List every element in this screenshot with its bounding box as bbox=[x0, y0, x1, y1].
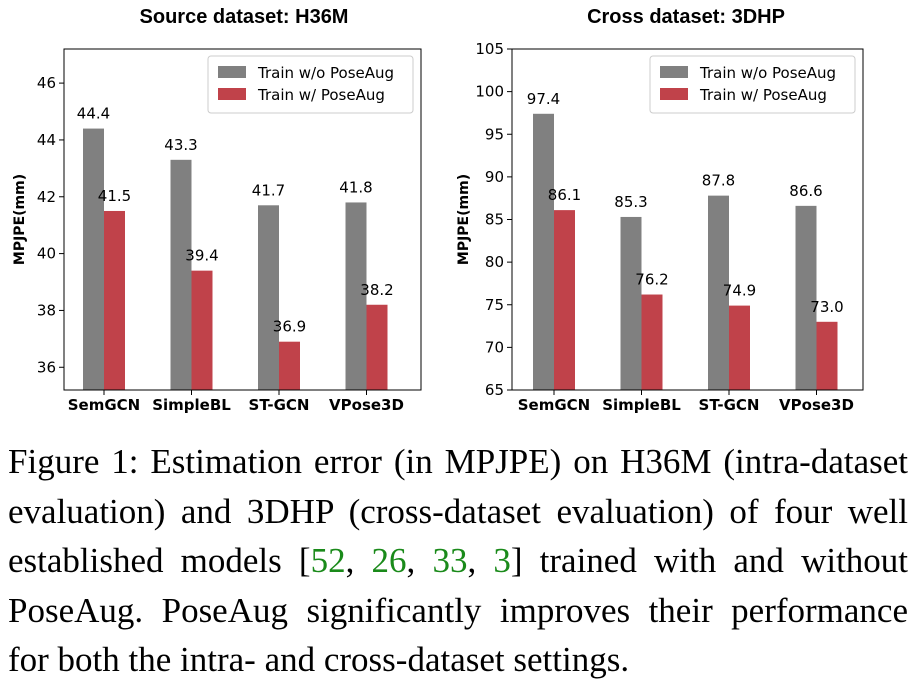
data-label: 97.4 bbox=[527, 90, 560, 108]
y-tick-label: 38 bbox=[37, 301, 56, 319]
chart-panel: Cross dataset: 3DHP 97.4 85.3 87.8 86.6 86.1 7… bbox=[456, 6, 864, 414]
x-tick-label: ST-GCN bbox=[699, 396, 760, 414]
bar bbox=[170, 159, 192, 390]
data-label: 38.2 bbox=[360, 281, 393, 299]
bar bbox=[258, 205, 279, 390]
data-label: 76.2 bbox=[635, 271, 668, 289]
bar bbox=[366, 304, 388, 390]
chart-panel: Source dataset: H36M 44.4 43.3 41.7 41.8 41.5… bbox=[12, 6, 422, 414]
y-axis-label: MPJPE(mm) bbox=[12, 174, 28, 265]
legend-swatch bbox=[218, 66, 246, 78]
y-tick-label: 85 bbox=[485, 211, 504, 229]
charts-figure: Source dataset: H36M 44.4 43.3 41.7 41.8 41.5… bbox=[12, 6, 864, 414]
data-label: 86.1 bbox=[548, 186, 581, 204]
x-tick-label: SimpleBL bbox=[152, 396, 231, 414]
citation-ref: 33 bbox=[432, 541, 468, 580]
legend-label: Train w/ PoseAug bbox=[699, 86, 827, 104]
x-tick-label: VPose3D bbox=[329, 396, 404, 414]
caption-suffix: ] trained with and without PoseAug. Pose… bbox=[8, 541, 909, 679]
chart-title: Source dataset: H36M bbox=[140, 6, 349, 28]
y-tick-label: 42 bbox=[37, 188, 56, 206]
y-tick-label: 70 bbox=[485, 338, 504, 356]
data-label: 73.0 bbox=[810, 298, 843, 316]
chart-title: Cross dataset: 3DHP bbox=[587, 6, 785, 28]
y-tick-label: 65 bbox=[485, 381, 504, 399]
x-tick-label: SemGCN bbox=[68, 396, 140, 414]
data-label: 44.4 bbox=[77, 105, 110, 123]
legend-swatch bbox=[660, 66, 688, 78]
bar bbox=[104, 210, 125, 390]
y-tick-label: 95 bbox=[485, 125, 504, 143]
x-tick-label: VPose3D bbox=[779, 396, 854, 414]
bar bbox=[708, 195, 729, 390]
data-label: 36.9 bbox=[273, 318, 306, 336]
y-axis-label: MPJPE(mm) bbox=[456, 174, 472, 265]
data-label: 41.8 bbox=[339, 178, 372, 196]
bar bbox=[191, 270, 213, 390]
legend-swatch bbox=[218, 88, 246, 100]
data-label: 41.7 bbox=[252, 181, 285, 199]
data-label: 39.4 bbox=[185, 247, 218, 265]
citation-ref: 3 bbox=[493, 541, 511, 580]
legend-label: Train w/o PoseAug bbox=[699, 64, 836, 82]
bar bbox=[620, 216, 642, 390]
legend-label: Train w/o PoseAug bbox=[257, 64, 394, 82]
y-tick-label: 100 bbox=[475, 83, 504, 101]
legend-label: Train w/ PoseAug bbox=[257, 86, 385, 104]
data-label: 43.3 bbox=[164, 136, 197, 154]
legend-box bbox=[207, 55, 414, 114]
bar bbox=[816, 321, 838, 390]
data-label: 86.6 bbox=[789, 182, 822, 200]
y-tick-label: 105 bbox=[475, 40, 504, 58]
bar bbox=[345, 202, 367, 390]
bar bbox=[729, 305, 750, 390]
bar bbox=[279, 341, 300, 390]
citation-ref: 26 bbox=[371, 541, 407, 580]
data-label: 87.8 bbox=[702, 172, 735, 190]
x-tick-label: ST-GCN bbox=[249, 396, 310, 414]
y-tick-label: 80 bbox=[485, 253, 504, 271]
citation-ref: 52 bbox=[310, 541, 346, 580]
caption-prefix: Figure 1: Estimation error (in MPJPE) on… bbox=[8, 442, 908, 580]
bar bbox=[83, 128, 104, 391]
y-tick-label: 75 bbox=[485, 296, 504, 314]
y-tick-label: 40 bbox=[37, 245, 56, 263]
legend-swatch bbox=[660, 88, 688, 100]
bar bbox=[795, 205, 817, 390]
data-label: 74.9 bbox=[723, 282, 756, 300]
bar bbox=[554, 210, 575, 390]
y-tick-label: 90 bbox=[485, 168, 504, 186]
plot-frame bbox=[63, 48, 422, 391]
x-tick-label: SemGCN bbox=[518, 396, 590, 414]
data-label: 85.3 bbox=[614, 193, 647, 211]
y-tick-label: 46 bbox=[37, 74, 56, 92]
bar bbox=[533, 113, 554, 390]
data-label: 41.5 bbox=[98, 187, 131, 205]
legend-box bbox=[649, 55, 856, 114]
y-tick-label: 44 bbox=[37, 131, 56, 149]
figure-caption: Figure 1: Estimation error (in MPJPE) on… bbox=[8, 442, 909, 679]
bar bbox=[641, 294, 663, 390]
x-tick-label: SimpleBL bbox=[602, 396, 681, 414]
y-tick-label: 36 bbox=[37, 358, 56, 376]
